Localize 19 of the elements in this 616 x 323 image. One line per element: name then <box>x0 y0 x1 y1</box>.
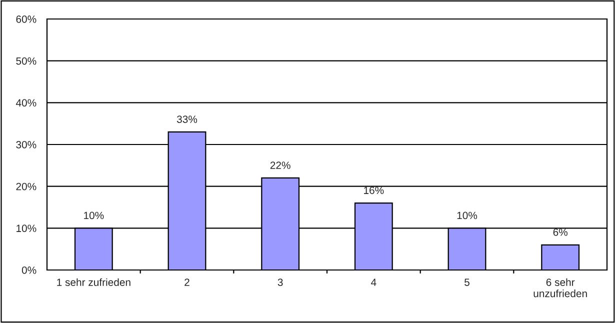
y-tick-label: 10% <box>16 224 36 232</box>
y-tick-label: 40% <box>16 99 36 107</box>
data-label: 16% <box>364 186 384 194</box>
data-label: 10% <box>84 212 104 220</box>
y-tick-label: 20% <box>16 182 36 190</box>
data-label: 6% <box>553 228 568 236</box>
x-tick-label: 4 <box>371 278 376 286</box>
x-tick-label: 3 <box>278 278 283 286</box>
data-label: 33% <box>176 116 198 123</box>
x-tick-label: 2 <box>184 278 190 286</box>
y-tick-label: 0% <box>22 266 36 274</box>
data-label: 22% <box>270 162 290 169</box>
x-tick-label: 1 sehr zufrieden <box>57 278 130 286</box>
y-tick-label: 50% <box>16 57 36 65</box>
data-label: 10% <box>457 212 478 220</box>
y-tick-label: 60% <box>16 16 36 23</box>
x-tick-label: 5 <box>464 278 470 286</box>
x-tick-label: 6 sehr unzufrieden <box>534 278 587 298</box>
y-tick-label: 30% <box>16 141 36 148</box>
